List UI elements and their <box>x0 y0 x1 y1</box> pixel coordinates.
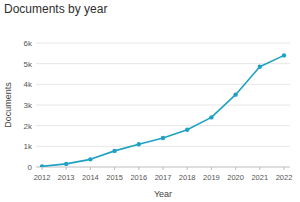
x-tick <box>42 167 43 170</box>
data-point <box>209 115 213 119</box>
x-tick-label: 2019 <box>203 173 220 182</box>
y-tick-label: 4k <box>24 80 33 89</box>
x-tick <box>211 167 212 170</box>
plot-area <box>40 53 286 167</box>
x-tick-label: 2022 <box>276 173 293 182</box>
x-tick-label: 2012 <box>34 173 51 182</box>
grid-line <box>36 125 290 126</box>
y-tick-label: 3k <box>24 101 33 110</box>
x-tick-label: 2021 <box>251 173 268 182</box>
data-point <box>185 128 189 132</box>
y-tick-label: 0 <box>28 163 33 172</box>
x-tick-label: 2020 <box>227 173 244 182</box>
x-tick <box>259 167 260 170</box>
y-tick-label: 5k <box>24 60 33 69</box>
data-point <box>233 92 237 96</box>
data-point <box>137 142 141 146</box>
data-point <box>40 164 44 167</box>
x-tick-label: 2016 <box>130 173 147 182</box>
x-tick <box>138 167 139 170</box>
grid-line <box>36 84 290 85</box>
y-axis-label: Documents <box>3 82 13 128</box>
x-tick-label: 2014 <box>82 173 99 182</box>
data-point <box>88 157 92 161</box>
data-point <box>161 136 165 140</box>
x-tick <box>284 167 285 170</box>
data-line <box>42 55 284 166</box>
x-axis-label: Year <box>154 189 172 199</box>
chart: Documents by year 0 1k 2k 3k 4k 5k 6k 2012 2013 20… <box>0 0 300 202</box>
y-tick-label: 1k <box>24 142 33 151</box>
y-tick-label: 2k <box>24 122 33 131</box>
grid-line <box>36 146 290 147</box>
data-point <box>112 149 116 153</box>
x-tick-label: 2018 <box>179 173 196 182</box>
x-tick-label: 2013 <box>58 173 75 182</box>
x-tick <box>66 167 67 170</box>
data-point <box>258 65 262 69</box>
x-tick <box>163 167 164 170</box>
x-tick-label: 2015 <box>106 173 123 182</box>
x-tick <box>187 167 188 170</box>
x-tick <box>235 167 236 170</box>
grid-line <box>36 105 290 106</box>
grid-line <box>36 43 290 44</box>
data-point <box>282 53 286 57</box>
grid-line <box>36 63 290 64</box>
y-tick-label: 6k <box>24 39 33 48</box>
x-tick <box>114 167 115 170</box>
x-tick <box>90 167 91 170</box>
data-point <box>64 162 68 166</box>
title: Documents by year <box>4 2 107 16</box>
x-tick-label: 2017 <box>155 173 172 182</box>
